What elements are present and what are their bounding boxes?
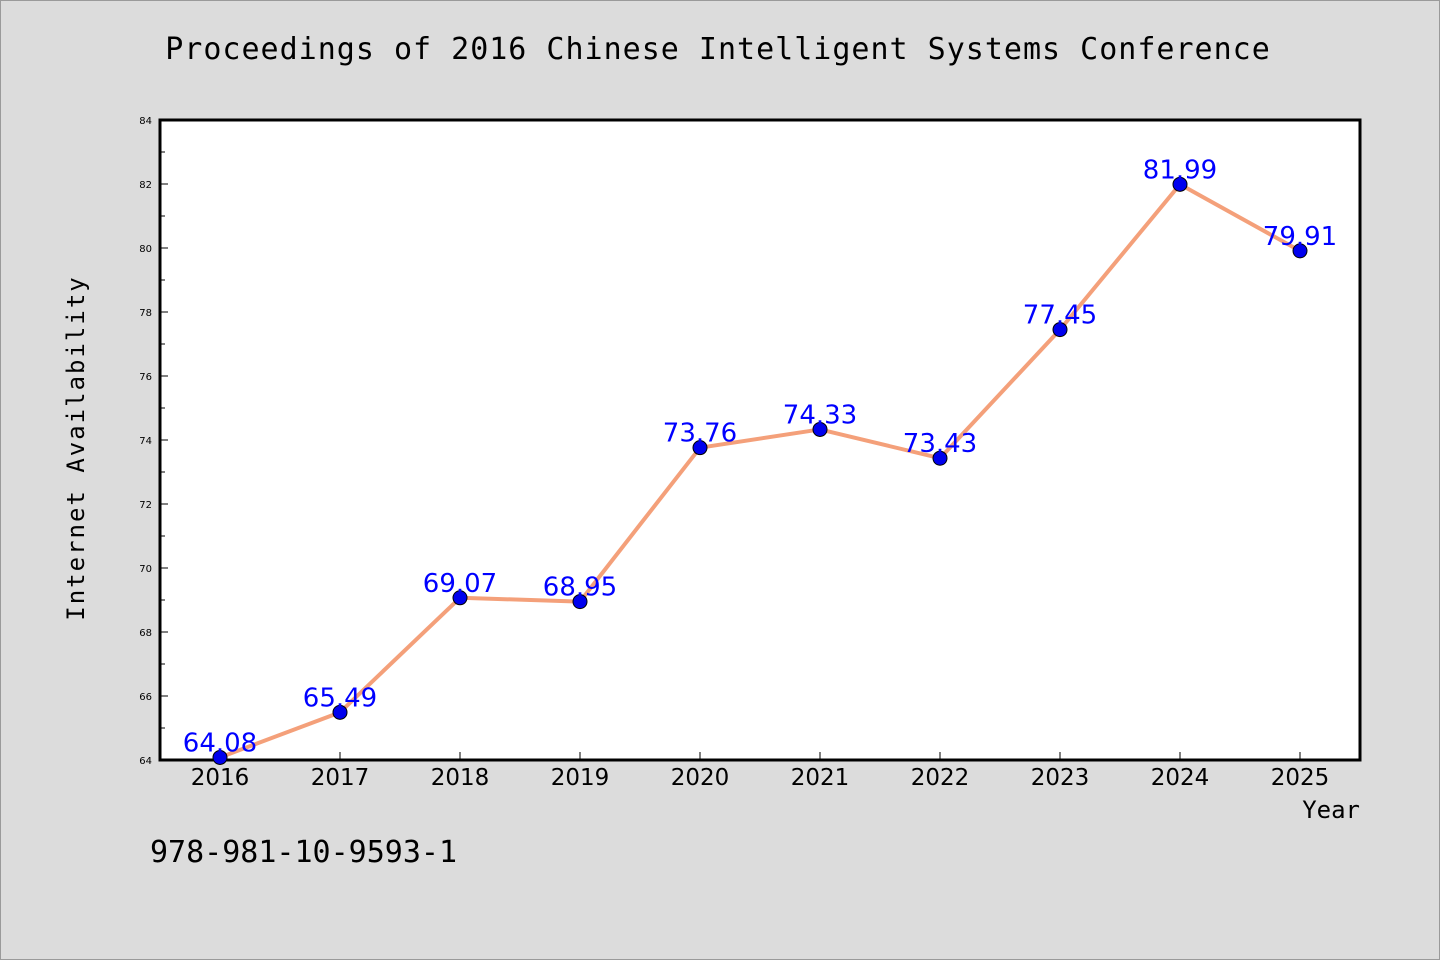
y-tick-label: 66 <box>139 692 152 703</box>
data-labels: 64.08 65.49 69.07 68.95 73.76 74.33 73.43 77.45… <box>183 155 1337 758</box>
x-tick-label: 2024 <box>1151 765 1210 791</box>
data-point <box>1052 322 1068 338</box>
data-label: 73.43 <box>903 429 977 459</box>
data-point <box>932 450 948 466</box>
x-axis-label: Year <box>1302 796 1360 824</box>
y-tick-label: 76 <box>139 372 152 383</box>
x-tick-label: 2020 <box>671 765 730 791</box>
isbn-text: 978-981-10-9593-1 <box>150 835 458 870</box>
data-label: 74.33 <box>783 400 857 430</box>
x-tick-label: 2017 <box>311 765 370 791</box>
x-tick-label: 2022 <box>911 765 970 791</box>
data-point <box>332 704 348 720</box>
data-point <box>572 594 588 610</box>
x-tick-label: 2023 <box>1031 765 1090 791</box>
y-tick-label: 68 <box>139 628 152 639</box>
x-tick-label: 2019 <box>551 765 610 791</box>
y-tick-label: 70 <box>139 564 152 575</box>
data-label: 64.08 <box>183 728 257 758</box>
y-tick-label: 80 <box>139 244 152 255</box>
y-tick-label: 82 <box>139 180 152 191</box>
data-label: 65.49 <box>303 683 377 713</box>
data-point <box>452 590 468 606</box>
x-tick-label: 2018 <box>431 765 490 791</box>
y-tick-label: 78 <box>139 308 152 319</box>
y-tick-label: 74 <box>139 436 152 447</box>
x-tick-label: 2025 <box>1271 765 1330 791</box>
x-tick-label: 2021 <box>791 765 850 791</box>
y-tick-label: 72 <box>139 500 152 511</box>
x-tick-label: 2016 <box>191 765 250 791</box>
x-axis: 2016 2017 2018 2019 2020 2021 2022 2023 2024 2025 <box>191 752 1330 791</box>
y-tick-label: 84 <box>139 116 152 127</box>
data-label: 69.07 <box>423 569 497 599</box>
data-label: 79.91 <box>1263 222 1337 252</box>
series-line <box>219 182 1301 760</box>
data-point <box>1172 176 1188 192</box>
data-point <box>692 440 708 456</box>
chart-title: Proceedings of 2016 Chinese Intelligent … <box>165 32 1271 67</box>
data-point <box>812 421 828 437</box>
data-point <box>212 749 228 765</box>
y-tick-label: 64 <box>139 756 152 767</box>
series-line-group <box>212 176 1308 765</box>
data-point <box>1292 243 1308 259</box>
data-label: 81.99 <box>1143 155 1217 185</box>
y-axis: 64 66 68 70 72 74 76 78 80 82 84 <box>139 116 168 767</box>
data-label: 77.45 <box>1023 301 1097 331</box>
data-label: 73.76 <box>663 419 737 449</box>
data-label: 68.95 <box>543 573 617 603</box>
